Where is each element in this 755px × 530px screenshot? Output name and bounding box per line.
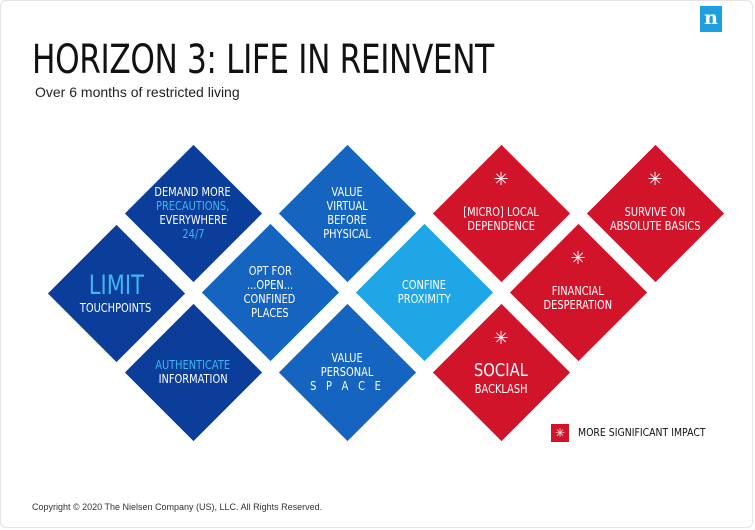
tile-label-value-virtual-before-physical: VALUE VIRTUAL BEFORE PHYSICAL <box>278 173 416 253</box>
tile-line: BACKLASH <box>474 382 528 396</box>
tile-line: VALUE <box>331 351 363 365</box>
tile-line: LIMIT <box>88 270 144 301</box>
tile-line: TOUCHPOINTS <box>80 301 152 315</box>
tile-line: VALUE <box>331 185 363 199</box>
tile-line: EVERYWHERE <box>159 213 227 227</box>
tile-line: DEMAND MORE <box>154 185 232 199</box>
tile-line: PLACES <box>251 306 289 320</box>
tile-label-survive-on-absolute-basics: SURVIVE ON ABSOLUTE BASICS <box>586 179 724 259</box>
tile-line: PERSONAL <box>320 365 374 379</box>
tile-label-social-backlash: SOCIAL BACKLASH <box>432 338 570 418</box>
legend-swatch: ✳ <box>551 424 569 442</box>
tile-line: INFORMATION <box>158 372 228 386</box>
tile-label-authenticate-information: AUTHENTICATE INFORMATION <box>124 332 262 412</box>
tile-label-financial-desperation: FINANCIAL DESPERATION <box>509 258 647 338</box>
tile-line: PROXIMITY <box>397 292 451 306</box>
tile-line: FINANCIAL <box>551 284 604 298</box>
tile-label-value-personal-space: VALUE PERSONAL S P A C E <box>278 332 416 412</box>
tile-line: BEFORE <box>327 213 367 227</box>
tile-label-demand-more-precautions: DEMAND MORE PRECAUTIONS, EVERYWHERE 24/7 <box>124 173 262 253</box>
tile-line: 24/7 <box>181 227 205 241</box>
tile-line: CONFINE <box>401 278 447 292</box>
tile-line: [MICRO] LOCAL <box>463 205 539 219</box>
nielsen-logo: n <box>700 6 722 32</box>
tile-line: ...OPEN... <box>246 278 294 292</box>
tile-label-opt-for-open-confined: OPT FOR ...OPEN... CONFINED PLACES <box>201 252 339 332</box>
asterisk-icon: ✳ <box>570 248 586 268</box>
tile-line: SOCIAL <box>474 360 528 381</box>
tile-label-confine-proximity: CONFINE PROXIMITY <box>355 252 493 332</box>
tile-line: DESPERATION <box>543 298 613 312</box>
tile-line: ABSOLUTE BASICS <box>609 219 701 233</box>
tile-line: OPT FOR <box>248 264 292 278</box>
asterisk-icon: ✳ <box>493 328 509 348</box>
tile-line: S P A C E <box>309 379 385 393</box>
tile-line: SURVIVE ON <box>624 205 686 219</box>
asterisk-icon: ✳ <box>647 169 663 189</box>
legend-label: MORE SIGNIFICANT IMPACT <box>578 426 706 439</box>
tile-line: DEPENDENCE <box>467 219 535 233</box>
tile-line: CONFINED <box>244 292 296 306</box>
copyright: Copyright © 2020 The Nielsen Company (US… <box>32 502 323 512</box>
asterisk-icon: ✳ <box>554 426 566 440</box>
tile-line: VIRTUAL <box>326 199 368 213</box>
slide-title: HORIZON 3: LIFE IN REINVENT <box>32 37 494 83</box>
asterisk-icon: ✳ <box>493 169 509 189</box>
slide-subtitle: Over 6 months of restricted living <box>35 84 240 100</box>
tile-label-limit-touchpoints: LIMIT TOUCHPOINTS <box>47 253 185 333</box>
tile-label-micro-local-dependence: [MICRO] LOCAL DEPENDENCE <box>432 179 570 259</box>
tile-line: PHYSICAL <box>323 227 371 241</box>
tile-line: PRECAUTIONS, <box>156 199 230 213</box>
tile-line: AUTHENTICATE <box>155 358 231 372</box>
